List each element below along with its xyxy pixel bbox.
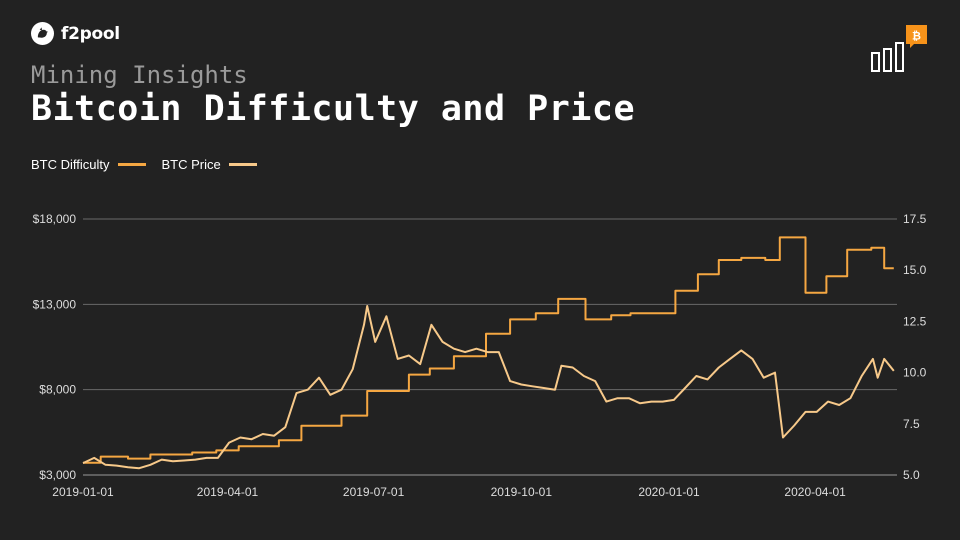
x-tick-label: 2019-07-01 [343, 485, 405, 499]
chart-lines [82, 236, 895, 470]
legend-item-difficulty[interactable]: BTC Difficulty [31, 157, 146, 172]
x-tick-label: 2020-01-01 [638, 485, 700, 499]
legend-label-price: BTC Price [161, 157, 221, 172]
bitcoin-chart-icon: ₿ [870, 22, 932, 78]
y-right-tick-label: 12.5 [903, 314, 927, 328]
brand-name: f2pool [61, 23, 120, 44]
y-right-tick-label: 10.0 [903, 366, 927, 380]
y-left-tick-label: $13,000 [33, 297, 77, 311]
y-right-tick-label: 15.0 [903, 263, 927, 277]
x-tick-label: 2019-01-01 [52, 485, 114, 499]
page-title: Bitcoin Difficulty and Price [31, 89, 636, 129]
y-left-tick-label: $3,000 [39, 468, 76, 482]
y-right-tick-label: 5.0 [903, 468, 920, 482]
legend-swatch-price [228, 163, 257, 166]
x-axis: 2019-01-01 2019-04-01 2019-07-01 2019-10-01… [52, 485, 846, 499]
page-subtitle: Mining Insights [31, 61, 248, 89]
y-right-tick-label: 17.5 [903, 212, 927, 226]
f2pool-bird-logo-icon [31, 22, 54, 45]
legend-label-difficulty: BTC Difficulty [31, 157, 110, 172]
y-left-tick-label: $8,000 [39, 383, 76, 397]
chart-legend: BTC Difficulty BTC Price [31, 157, 273, 172]
x-tick-label: 2019-10-01 [491, 485, 553, 499]
x-tick-label: 2020-04-01 [784, 485, 846, 499]
brand-logo: f2pool [31, 22, 120, 45]
price-series-line [82, 305, 895, 470]
x-tick-label: 2019-04-01 [197, 485, 259, 499]
y-axis-left: $3,000 $8,000 $13,000 $18,000 [33, 212, 77, 482]
y-axis-right: 5.0 7.5 10.0 12.5 15.0 17.5 [903, 212, 927, 482]
y-left-tick-label: $18,000 [33, 212, 77, 226]
chart-grid [83, 218, 897, 476]
legend-item-price[interactable]: BTC Price [162, 157, 257, 172]
legend-swatch-difficulty [117, 163, 146, 166]
svg-text:₿: ₿ [912, 30, 921, 43]
difficulty-series-line [83, 236, 894, 464]
y-right-tick-label: 7.5 [903, 417, 920, 431]
